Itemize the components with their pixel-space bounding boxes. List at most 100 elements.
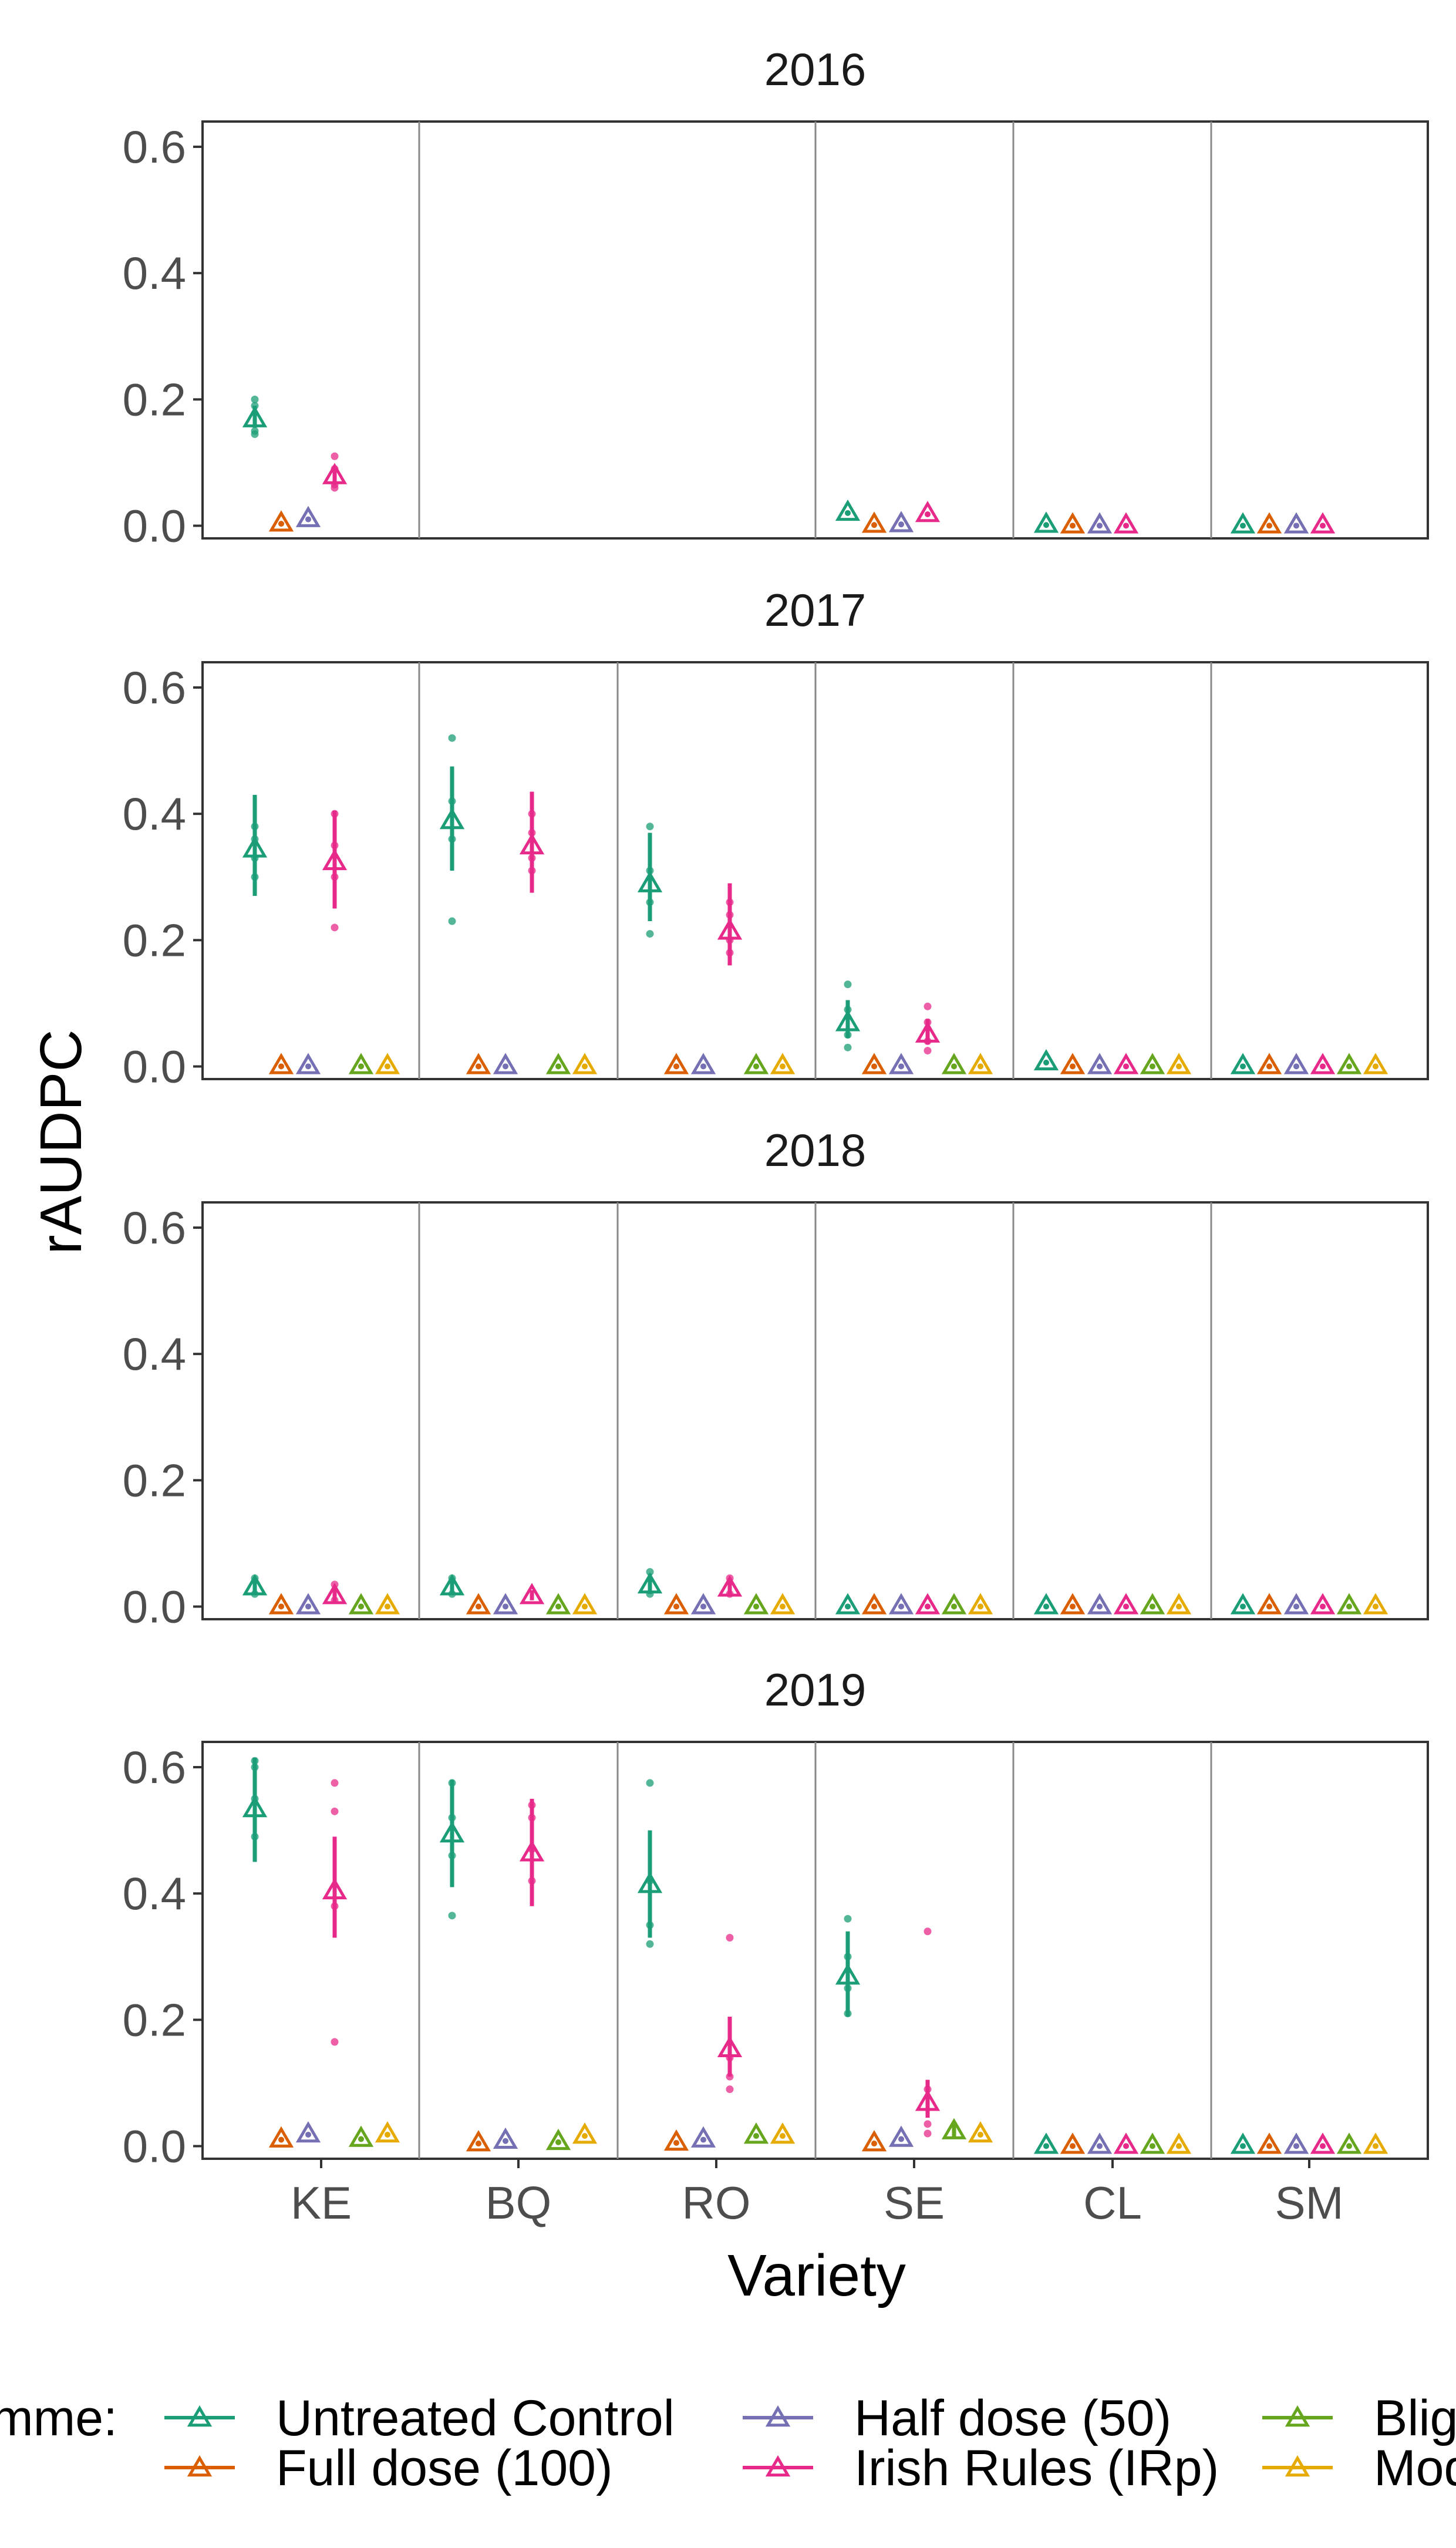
observation-point [305, 1603, 311, 1610]
y-tick-label: 0.4 [123, 788, 186, 840]
observation-point [278, 521, 284, 527]
observation-point [1293, 1603, 1299, 1610]
observation-point [278, 2136, 284, 2143]
observation-point [1320, 2143, 1326, 2149]
mean-marker [888, 2125, 914, 2147]
mean-marker [1363, 1053, 1388, 1074]
observation-point [844, 1915, 852, 1923]
mean-marker [1166, 1053, 1192, 1074]
observation-point [1240, 1603, 1246, 1610]
observation-point [1070, 2143, 1076, 2149]
legend-label: Modified [1374, 2440, 1456, 2496]
observation-point [1043, 2143, 1049, 2149]
mean-marker [1283, 1593, 1309, 1615]
mean-marker [295, 1053, 321, 1074]
mean-marker [242, 406, 268, 427]
facet-title: 2016 [764, 43, 867, 95]
observation-point [978, 2131, 983, 2138]
mean-marker [743, 1593, 769, 1615]
mean-marker [1113, 1593, 1139, 1615]
mean-marker [295, 2121, 321, 2143]
mean-marker [1140, 2132, 1165, 2154]
observation-point [555, 1603, 561, 1610]
observation-point [385, 1603, 390, 1610]
x-tick-label: RO [682, 2177, 751, 2229]
mean-marker [915, 2089, 941, 2111]
mean-marker [268, 510, 294, 532]
observation-point [448, 917, 456, 925]
x-tick-label: KE [291, 2177, 352, 2229]
mean-marker [1336, 1053, 1362, 1074]
observation-point [1266, 2143, 1272, 2149]
legend-item: Full dose (100) [164, 2440, 613, 2496]
mean-marker [1256, 512, 1282, 534]
mean-marker [968, 2121, 993, 2143]
mean-marker [439, 1574, 465, 1596]
y-tick-label: 0.2 [123, 1454, 186, 1506]
observation-point [1123, 1063, 1129, 1070]
mean-marker [637, 1872, 663, 1893]
observation-point [925, 1603, 931, 1610]
observation-point [476, 1063, 481, 1070]
observation-point [871, 1063, 877, 1070]
mean-marker [545, 2128, 571, 2151]
mean-marker [1230, 1053, 1256, 1074]
observation-point [1320, 1603, 1326, 1610]
legend-title: Programme: [0, 2390, 117, 2446]
mean-marker [861, 1593, 887, 1615]
y-tick-label: 0.6 [123, 1741, 186, 1793]
observation-point [726, 2085, 734, 2094]
observation-point [845, 510, 851, 516]
mean-marker [322, 848, 348, 871]
mean-marker [375, 1593, 400, 1615]
observation-point [358, 1603, 364, 1610]
observation-point [1043, 1603, 1049, 1610]
observation-point [1176, 1603, 1182, 1610]
y-tick-label: 0.6 [123, 662, 186, 713]
observation-point [780, 1603, 786, 1610]
mean-marker [770, 1053, 796, 1074]
mean-marker [915, 501, 941, 523]
legend-label: Half dose (50) [854, 2390, 1171, 2446]
observation-point [1266, 523, 1272, 529]
observation-point [385, 1063, 390, 1070]
observation-point [1123, 2143, 1129, 2149]
legend-label: Irish Rules (IRp) [854, 2440, 1219, 2496]
observation-point [1097, 1603, 1103, 1610]
legend-key-marker [187, 2455, 213, 2477]
observation-point [1097, 523, 1103, 529]
y-tick-label: 0.2 [123, 1994, 186, 2045]
observation-point [1150, 1603, 1155, 1610]
observation-point [1123, 1603, 1129, 1610]
mean-marker [1310, 2132, 1336, 2154]
y-tick-label: 0.4 [123, 1868, 186, 1919]
observation-point [1070, 1603, 1076, 1610]
observation-point [1293, 1063, 1299, 1070]
mean-marker [717, 918, 743, 940]
mean-marker [493, 2127, 518, 2149]
mean-marker [268, 2126, 294, 2148]
mean-marker [637, 871, 663, 892]
mean-marker [1087, 1053, 1113, 1074]
x-tick-label: BQ [486, 2177, 552, 2229]
mean-marker [1113, 512, 1139, 534]
mean-marker [1060, 2132, 1086, 2154]
observation-point [753, 1603, 759, 1610]
mean-marker [295, 1593, 321, 1615]
observation-point [871, 522, 877, 528]
mean-marker [1230, 1593, 1256, 1615]
observation-point [753, 2133, 759, 2139]
observation-point [845, 1603, 851, 1610]
mean-marker [1140, 1053, 1165, 1074]
mean-marker [743, 2122, 769, 2144]
observation-point [331, 484, 339, 492]
mean-marker [1310, 1053, 1336, 1074]
mean-marker [493, 1053, 518, 1074]
observation-point [924, 1047, 932, 1055]
observation-point [1373, 2143, 1379, 2149]
mean-marker [861, 2130, 887, 2152]
observation-point [305, 1063, 311, 1070]
observation-point [1070, 523, 1076, 529]
legend-item: Blight Manager [1262, 2390, 1456, 2446]
mean-marker [322, 1583, 348, 1605]
